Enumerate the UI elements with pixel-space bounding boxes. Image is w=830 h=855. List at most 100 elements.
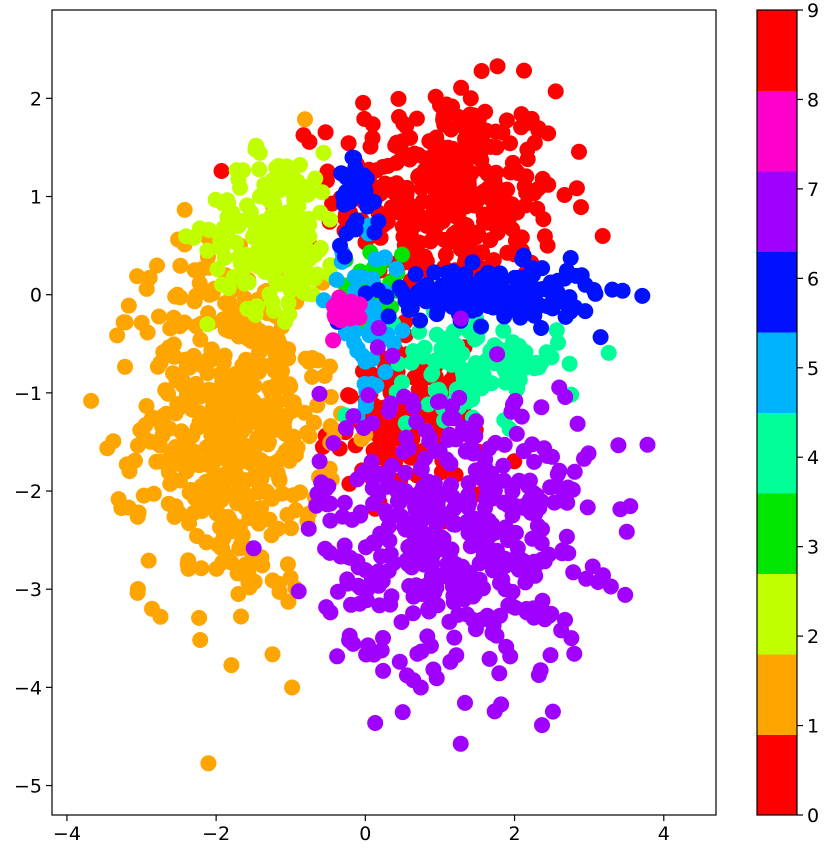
data-point [373,548,389,565]
data-point [548,322,565,339]
data-point [467,280,484,297]
colorbar-tick-label: 6 [807,268,819,290]
data-point [322,211,339,228]
data-point [283,520,299,537]
data-point [390,204,407,221]
data-point [83,392,100,409]
data-point [278,158,295,175]
data-point [206,465,223,482]
data-point [476,161,493,178]
data-point [444,298,461,315]
data-point [322,512,339,529]
colorbar-tick-label: 7 [807,179,819,201]
data-point [435,155,452,172]
data-point [464,254,481,271]
data-point [199,365,216,382]
data-point [556,294,573,311]
data-point [250,500,267,517]
data-point [510,337,527,354]
data-point [540,125,557,142]
data-point [388,261,405,277]
data-point [391,653,408,670]
data-point [410,168,427,185]
data-point [452,310,469,327]
colorbar-segment [757,493,797,574]
data-point [413,643,430,660]
data-point [411,379,428,396]
data-point [403,523,420,540]
x-tick-label: −2 [202,823,230,845]
data-point [393,508,410,525]
data-point [165,365,181,382]
colorbar-tick-label: 2 [807,626,819,648]
data-point [300,520,317,537]
data-point [179,556,196,572]
data-point [525,609,542,626]
data-point [542,479,559,496]
data-point [533,320,550,336]
data-point [222,212,239,228]
data-point [602,578,619,595]
data-point [181,515,198,532]
data-point [367,441,384,458]
data-point [422,430,439,446]
data-point [237,413,254,430]
data-point [244,228,261,245]
data-point [397,189,414,206]
data-point [251,161,268,178]
data-point [186,262,203,279]
data-point [360,387,377,404]
data-point [424,572,441,589]
data-point [366,303,383,320]
data-point [416,339,433,356]
data-point [317,124,334,141]
data-point [558,528,575,545]
data-point [526,453,543,470]
colorbar-tick-label: 1 [807,716,819,738]
data-point [193,560,210,577]
data-point [198,487,215,503]
data-point [413,461,430,478]
data-point [565,564,582,581]
data-point [459,188,475,205]
data-point [498,112,515,129]
data-point [199,242,216,259]
data-point [470,112,487,129]
x-tick-label: −4 [53,823,81,845]
data-point [200,755,217,772]
data-point [129,508,146,525]
data-point [172,257,189,274]
data-point [375,662,392,679]
colorbar-tick-label: 5 [807,358,819,380]
data-point [215,424,232,441]
data-point [250,484,267,501]
data-point [568,180,585,197]
data-point [248,137,265,154]
data-point [426,475,443,492]
data-point [236,275,253,292]
data-point [200,387,216,404]
data-point [377,364,394,380]
data-point [194,455,211,471]
data-point [516,62,532,79]
colorbar-frame [756,9,798,816]
data-point [477,451,494,468]
data-point [405,588,422,605]
data-point [263,527,280,544]
data-point [199,316,216,333]
data-point [280,341,297,358]
data-point [133,314,150,331]
data-point [144,409,161,426]
data-point [495,472,512,489]
data-point [395,228,412,245]
colorbar-segment [757,654,797,735]
data-point [507,599,524,616]
data-point [189,528,205,544]
data-point [467,462,484,479]
data-point [161,339,178,356]
data-point [261,380,277,396]
data-point [287,189,304,206]
data-point [457,694,473,711]
data-point [375,630,391,646]
data-point [179,434,196,451]
